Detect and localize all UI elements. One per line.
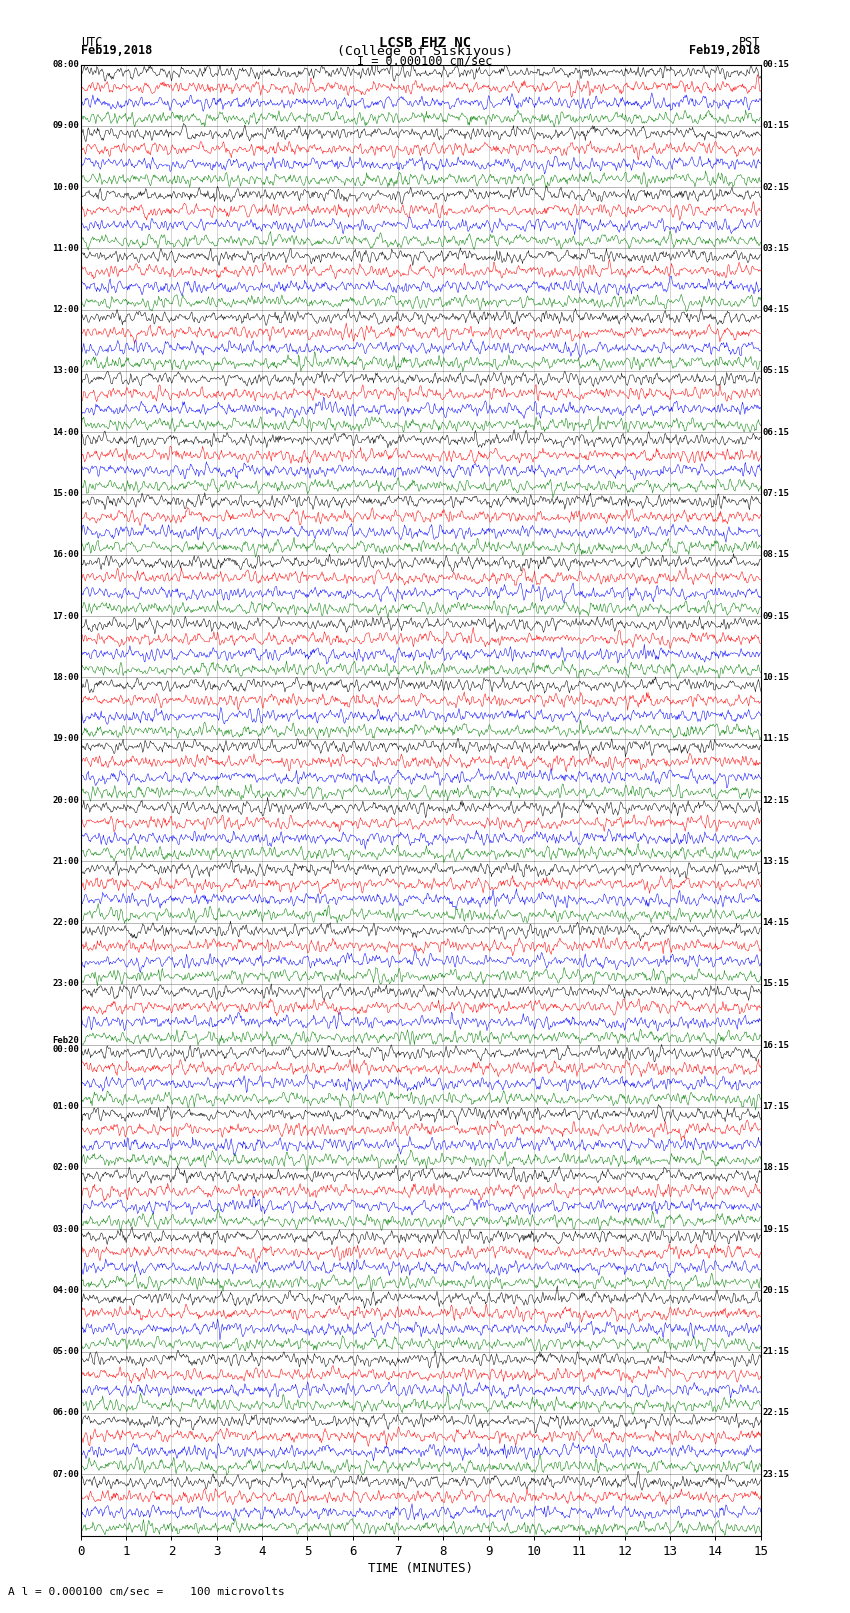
Text: 21:00: 21:00: [53, 857, 79, 866]
Text: 23:00: 23:00: [53, 979, 79, 989]
Text: 08:15: 08:15: [762, 550, 789, 560]
Text: 15:00: 15:00: [53, 489, 79, 498]
Text: 14:15: 14:15: [762, 918, 789, 927]
Text: 00:00: 00:00: [53, 1045, 79, 1055]
Text: A l = 0.000100 cm/sec =    100 microvolts: A l = 0.000100 cm/sec = 100 microvolts: [8, 1587, 286, 1597]
Text: 01:15: 01:15: [762, 121, 789, 131]
Text: 18:15: 18:15: [762, 1163, 789, 1173]
Text: 04:15: 04:15: [762, 305, 789, 315]
Text: 10:00: 10:00: [53, 182, 79, 192]
Text: 11:15: 11:15: [762, 734, 789, 744]
Text: I = 0.000100 cm/sec: I = 0.000100 cm/sec: [357, 55, 493, 68]
Text: 03:15: 03:15: [762, 244, 789, 253]
Text: 12:15: 12:15: [762, 795, 789, 805]
Text: Feb20: Feb20: [53, 1036, 79, 1045]
Text: 21:15: 21:15: [762, 1347, 789, 1357]
Text: 19:00: 19:00: [53, 734, 79, 744]
Text: 16:15: 16:15: [762, 1040, 789, 1050]
Text: 00:15: 00:15: [762, 60, 789, 69]
Text: 17:00: 17:00: [53, 611, 79, 621]
Text: 23:15: 23:15: [762, 1469, 789, 1479]
X-axis label: TIME (MINUTES): TIME (MINUTES): [368, 1561, 473, 1574]
Text: 01:00: 01:00: [53, 1102, 79, 1111]
Text: LCSB EHZ NC: LCSB EHZ NC: [379, 37, 471, 50]
Text: 15:15: 15:15: [762, 979, 789, 989]
Text: 09:00: 09:00: [53, 121, 79, 131]
Text: 03:00: 03:00: [53, 1224, 79, 1234]
Text: UTC: UTC: [81, 37, 102, 50]
Text: PST: PST: [740, 37, 761, 50]
Text: 17:15: 17:15: [762, 1102, 789, 1111]
Text: 07:15: 07:15: [762, 489, 789, 498]
Text: 07:00: 07:00: [53, 1469, 79, 1479]
Text: Feb19,2018: Feb19,2018: [689, 44, 761, 58]
Text: 11:00: 11:00: [53, 244, 79, 253]
Text: 06:15: 06:15: [762, 427, 789, 437]
Text: 05:00: 05:00: [53, 1347, 79, 1357]
Text: 22:00: 22:00: [53, 918, 79, 927]
Text: 02:00: 02:00: [53, 1163, 79, 1173]
Text: (College of Siskiyous): (College of Siskiyous): [337, 45, 513, 58]
Text: 06:00: 06:00: [53, 1408, 79, 1418]
Text: 19:15: 19:15: [762, 1224, 789, 1234]
Text: 04:00: 04:00: [53, 1286, 79, 1295]
Text: 20:15: 20:15: [762, 1286, 789, 1295]
Text: 09:15: 09:15: [762, 611, 789, 621]
Text: 18:00: 18:00: [53, 673, 79, 682]
Text: 22:15: 22:15: [762, 1408, 789, 1418]
Text: 10:15: 10:15: [762, 673, 789, 682]
Text: 13:00: 13:00: [53, 366, 79, 376]
Text: Feb19,2018: Feb19,2018: [81, 44, 152, 58]
Text: 16:00: 16:00: [53, 550, 79, 560]
Text: 12:00: 12:00: [53, 305, 79, 315]
Text: 08:00: 08:00: [53, 60, 79, 69]
Text: 02:15: 02:15: [762, 182, 789, 192]
Text: 05:15: 05:15: [762, 366, 789, 376]
Text: 20:00: 20:00: [53, 795, 79, 805]
Text: 14:00: 14:00: [53, 427, 79, 437]
Text: 13:15: 13:15: [762, 857, 789, 866]
